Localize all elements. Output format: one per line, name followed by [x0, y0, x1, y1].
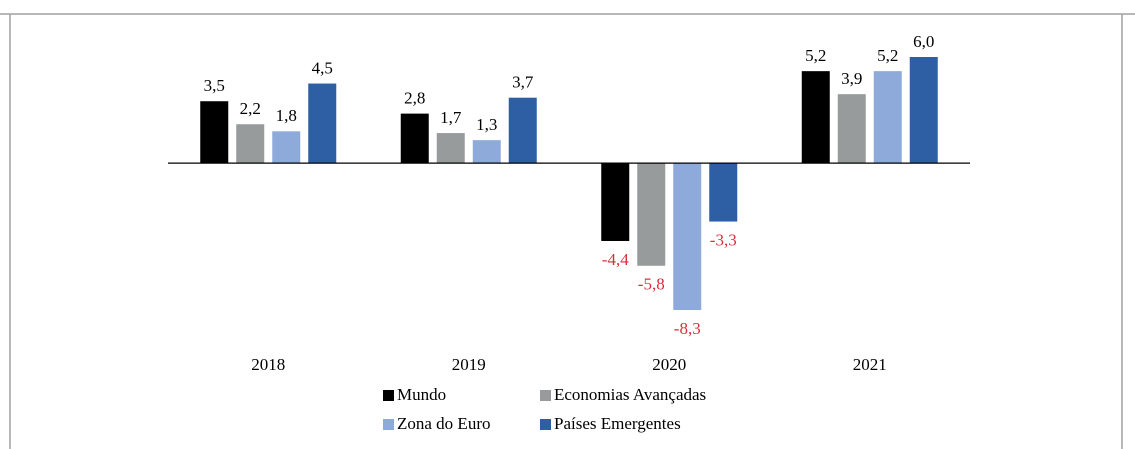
bar [801, 71, 830, 164]
value-label: 1,7 [440, 108, 462, 127]
bar [400, 113, 429, 164]
legend-label: Países Emergentes [554, 414, 681, 433]
legend-swatch [540, 390, 551, 401]
value-label: 1,8 [276, 106, 297, 125]
legend-label: Mundo [397, 385, 446, 404]
x-tick-label: 2019 [452, 355, 486, 374]
bar [236, 124, 265, 164]
bar [308, 83, 337, 164]
bar [873, 71, 902, 164]
x-tick-label: 2021 [853, 355, 887, 374]
bar [200, 101, 229, 164]
value-label: 6,0 [913, 32, 934, 51]
legend-label: Zona do Euro [397, 414, 490, 433]
value-label: 1,3 [476, 115, 497, 134]
bar [837, 94, 866, 164]
bar [472, 140, 501, 164]
value-label: 3,5 [204, 76, 225, 95]
value-label: 5,2 [805, 46, 826, 65]
value-label: -3,3 [710, 230, 737, 249]
x-tick-label: 2020 [652, 355, 686, 374]
legend-label: Economias Avançadas [554, 385, 706, 404]
legend-swatch [383, 419, 394, 430]
bar [436, 133, 465, 164]
value-label: 3,7 [512, 73, 534, 92]
bar [601, 163, 630, 241]
bar [673, 163, 702, 310]
value-label: 2,8 [404, 89, 425, 108]
legend-swatch [540, 419, 551, 430]
value-label: -8,3 [674, 319, 701, 338]
value-label: 5,2 [877, 46, 898, 65]
value-label: 3,9 [841, 69, 862, 88]
bar [272, 131, 301, 164]
bar [909, 57, 938, 164]
bar [637, 163, 666, 266]
value-label: -4,4 [602, 250, 629, 269]
value-label: -5,8 [638, 275, 665, 294]
x-tick-label: 2018 [251, 355, 285, 374]
bar [508, 97, 537, 164]
bar [709, 163, 738, 222]
value-label: 4,5 [312, 58, 333, 77]
legend-swatch [383, 390, 394, 401]
value-label: 2,2 [240, 99, 261, 118]
